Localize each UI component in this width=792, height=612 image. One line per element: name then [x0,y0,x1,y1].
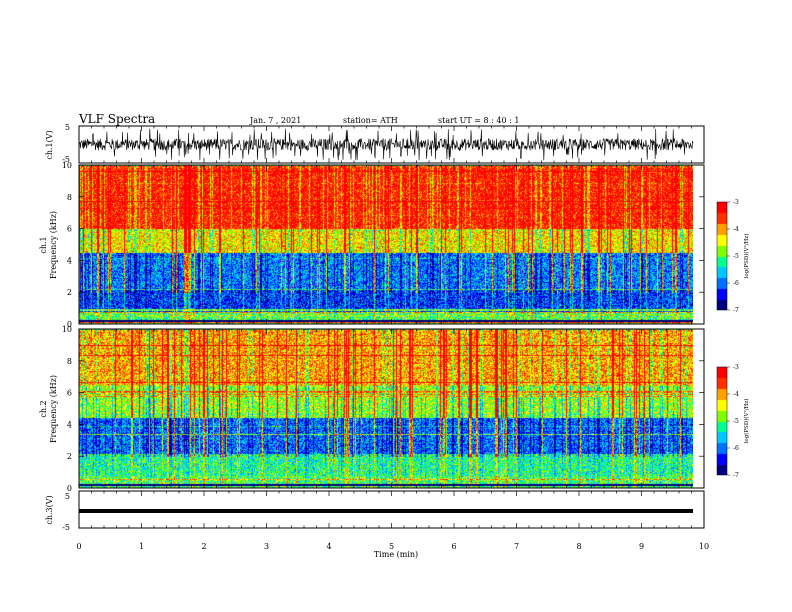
header-date: Jan. 7 , 2021 [249,116,301,125]
colorbar-tick-label: -4 [733,226,739,233]
colorbar-tick-label: -4 [733,391,739,398]
ch2-colorbar-gradient [717,367,727,475]
x-tick-label: 5 [389,542,394,551]
x-tick-label: 2 [201,542,206,551]
colorbar-tick-label: -3 [733,199,739,206]
colorbar-tick-label: -7 [733,472,739,479]
header-station: station= ATH [343,116,398,125]
y-tick-label: 0 [67,320,72,329]
ch3-ylabel: ch.3(V) [45,495,54,524]
colorbar-tick-label: -3 [733,364,739,371]
x-tick-label: 10 [699,542,709,551]
header-start-time: start UT = 8 : 40 : 1 [438,116,519,125]
ch2-spectrogram-ticks [78,329,705,488]
ch1-waveform-panel: 5 -5 ch.1(V) [45,123,705,164]
x-tick-label: 3 [264,542,269,551]
y-tick-label: 2 [67,288,72,297]
y-tick-label: 4 [67,256,72,265]
ch1-colorbar: -3 -4 -5 -6 -7 log(PSD)(V²/Hz) [716,199,750,314]
y-tick-label: 8 [67,357,72,366]
colorbar-tick-label: -7 [733,307,739,314]
ch2-spectrogram-heatmap [79,329,693,488]
ch1-waveform-trace [78,128,694,161]
y-tick-label: 4 [67,420,72,429]
ch3-waveform-ticks [78,491,705,528]
ch1-spec-ylabel: Frequency (kHz) [49,211,58,279]
y-tick-label: 2 [67,452,72,461]
y-tick-label: 0 [67,484,72,493]
x-tick-label: 7 [514,542,519,551]
ch1-ytick-bottom: -5 [62,155,70,164]
x-axis-tick-labels: 0 1 2 3 4 5 6 7 8 9 10 [76,542,709,551]
ch3-ytick-bottom: -5 [62,523,70,532]
ch1-ytick-top: 5 [65,123,70,132]
ch2-ytick-labels: 0 2 4 6 8 10 [62,325,704,493]
x-tick-label: 1 [139,542,144,551]
ch1-ytick-labels: 0 2 4 6 8 10 [62,161,704,329]
ch1-ylabel: ch.1(V) [45,130,54,159]
x-tick-label: 8 [576,542,581,551]
colorbar-tick-label: -5 [733,253,739,260]
x-axis-label: Time (min) [374,550,418,559]
colorbar-tick-label: -5 [733,418,739,425]
ch2-spec-label-channel: ch.2 [39,400,48,417]
y-tick-label: 10 [62,325,72,334]
ch1-colorbar-label: log(PSD)(V²/Hz) [743,234,750,279]
ch2-colorbar-label: log(PSD)(V²/Hz) [743,399,750,444]
ch1-waveform-ticks [78,126,705,163]
x-tick-label: 0 [76,542,81,551]
colorbar-tick-label: -6 [733,280,739,287]
ch1-spectrogram-ticks [78,165,705,324]
ch2-spectrogram-panel: 0 2 4 6 8 10 ch.2 Frequency (kHz) [39,325,705,493]
x-tick-label: 4 [326,542,331,551]
ch1-spec-label-channel: ch.1 [39,236,48,253]
ch2-spec-ylabel: Frequency (kHz) [49,375,58,443]
ch2-colorbar: -3 -4 -5 -6 -7 log(PSD)(V²/Hz) [716,364,750,479]
y-tick-label: 8 [67,193,72,202]
ch3-waveform-trace [79,509,693,513]
x-tick-label: 6 [451,542,456,551]
ch2-colorbar-ticks: -3 -4 -5 -6 -7 [727,364,739,479]
ch1-colorbar-ticks: -3 -4 -5 -6 -7 [727,199,739,314]
y-tick-label: 6 [67,225,72,234]
y-tick-label: 6 [67,389,72,398]
figure-title: VLF Spectra [78,112,155,126]
x-tick-label: 9 [639,542,644,551]
ch1-colorbar-gradient [717,202,727,310]
y-tick-label: 10 [62,161,72,170]
ch3-ytick-top: 5 [65,492,70,501]
colorbar-tick-label: -6 [733,445,739,452]
ch1-spectrogram-heatmap [79,165,693,324]
ch3-waveform-panel: 5 -5 ch.3(V) [45,490,705,532]
ch1-spectrogram-panel: 0 2 4 6 8 10 ch.1 Frequency (kHz) [39,161,705,329]
